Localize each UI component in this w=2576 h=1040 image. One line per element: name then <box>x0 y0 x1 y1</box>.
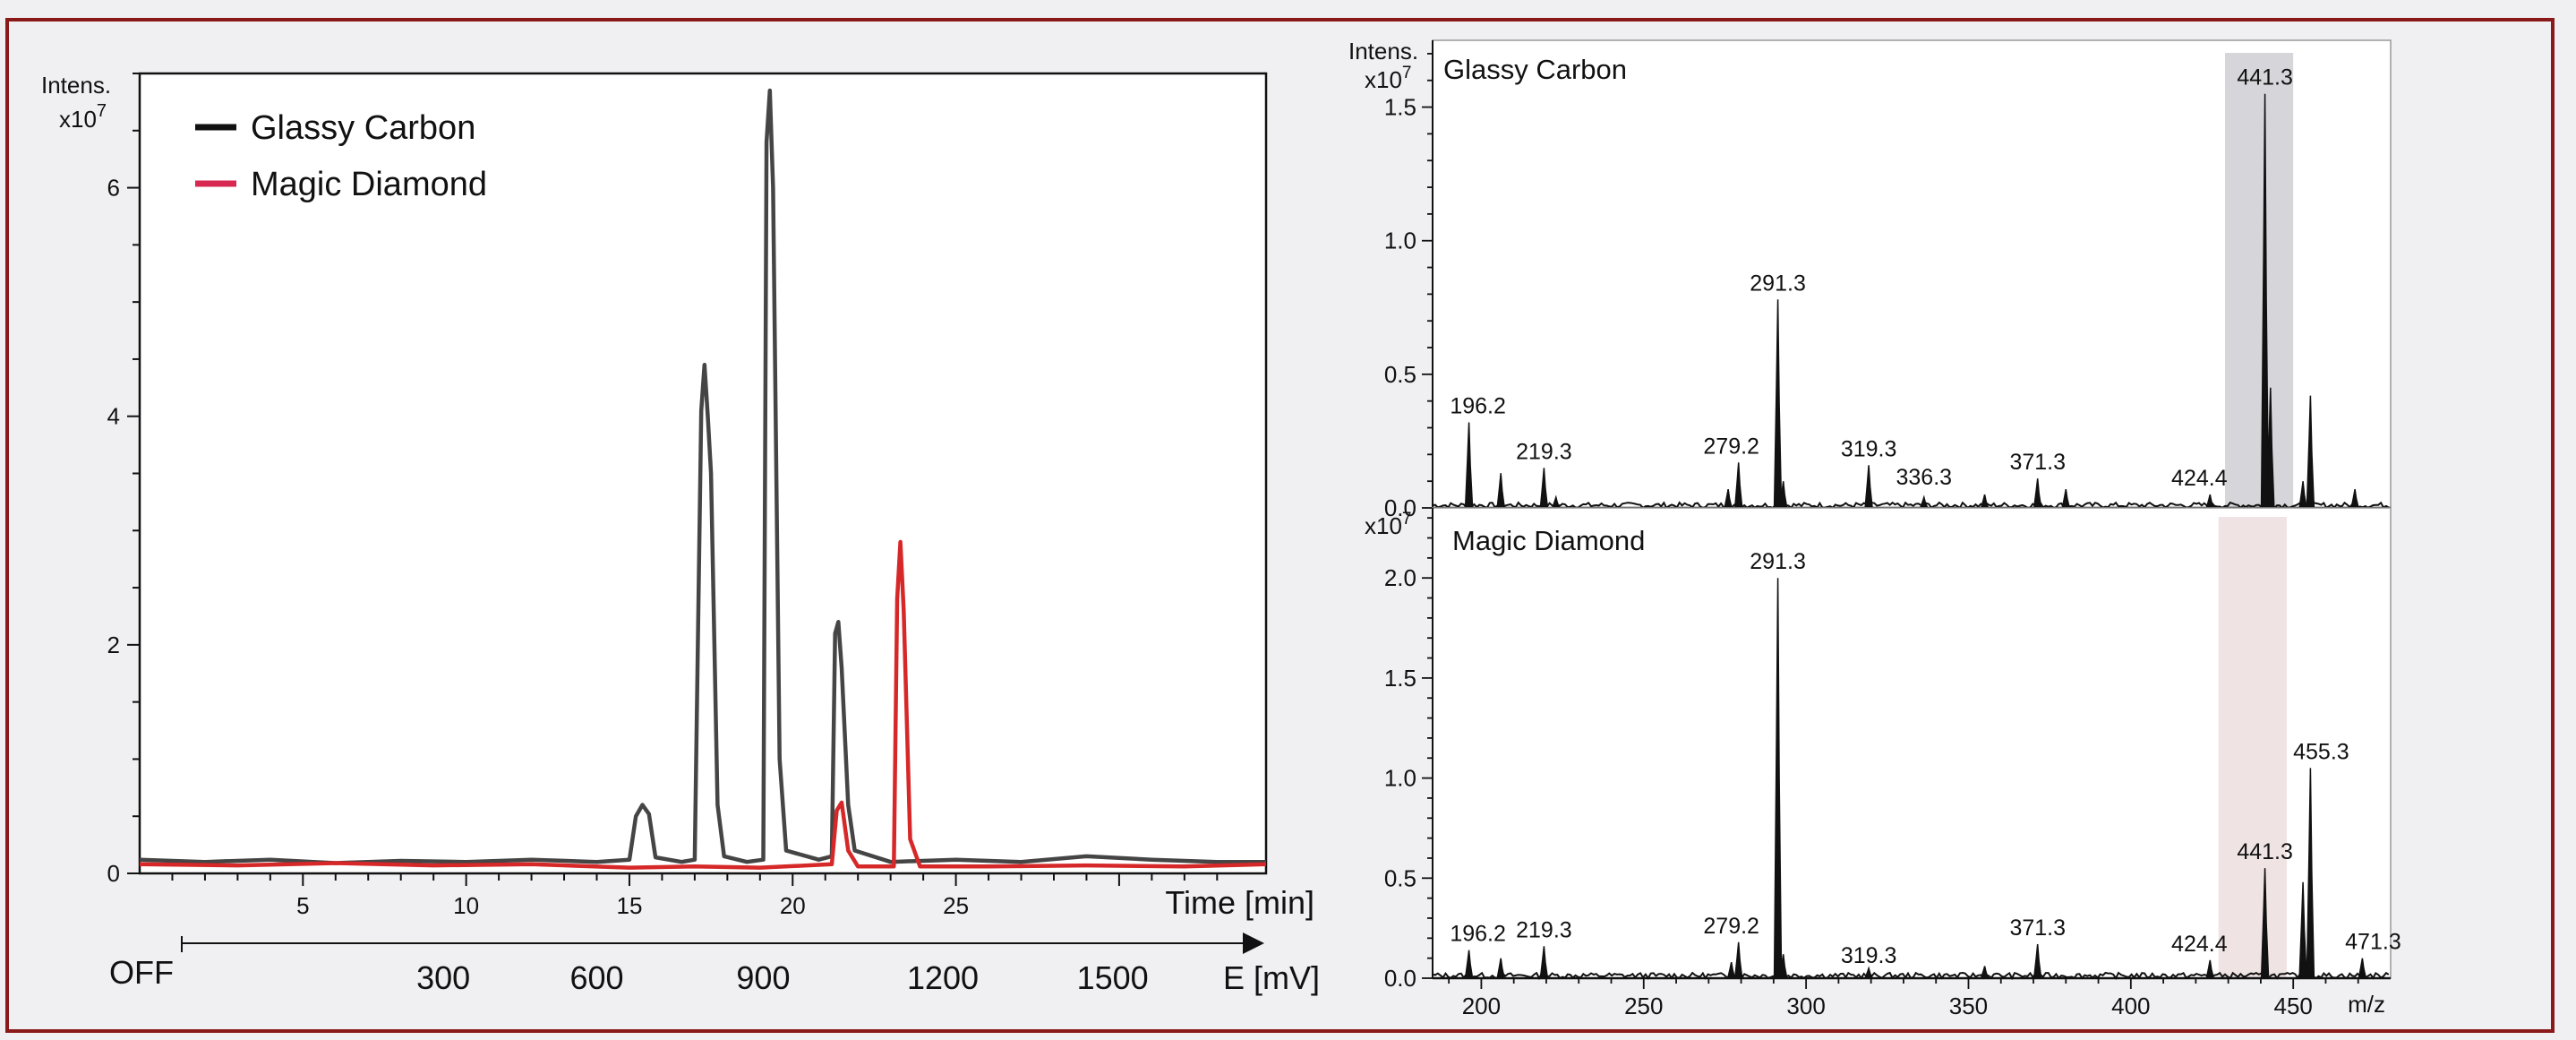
y-tick-label: 0.0 <box>1384 494 1416 521</box>
x-tick-label: 10 <box>453 892 479 919</box>
spectrum-magic-diamond-highlight-band <box>2218 517 2287 978</box>
y-tick-label: 0 <box>107 860 120 887</box>
spectrum-glassy-carbon-y-scale: x107 <box>1365 64 1412 93</box>
peak-label: 455.3 <box>2293 739 2349 764</box>
y-tick-label: 2 <box>107 632 120 658</box>
spectrum-baseline <box>1432 501 2390 510</box>
x-tick-label: 5 <box>296 892 309 919</box>
x-tick-label: 300 <box>1786 993 1825 1019</box>
y-tick-label: 1.5 <box>1384 665 1416 692</box>
y-tick-label: 4 <box>107 403 120 430</box>
x-tick-label: 200 <box>1462 993 1501 1019</box>
y-tick-label: 1.0 <box>1384 765 1416 792</box>
peak-label: 441.3 <box>2237 65 2293 90</box>
y-tick-label: 2.0 <box>1384 564 1416 591</box>
spectrum-glassy-carbon-highlight-band <box>2225 53 2294 508</box>
peak-label: 291.3 <box>1750 549 1806 574</box>
chromatogram-y-scale: x107 <box>59 101 107 133</box>
spectrum-glassy-carbon-peak-labels: 196.2 219.3 279.2 291.3 319.3 336.3 371.3 424.4… <box>1450 65 2293 491</box>
spectrum-magic-diamond-peak-labels: 196.2 219.3 279.2 291.3 319.3 371.3 424.4 441.3… <box>1450 549 2401 968</box>
x-tick-label: 15 <box>616 892 642 919</box>
potential-tick-label: 300 <box>416 959 470 996</box>
peak-label: 441.3 <box>2237 839 2293 864</box>
potential-tick-label: 900 <box>736 959 790 996</box>
spectrum-glassy-carbon-title: Glassy Carbon <box>1443 54 1627 85</box>
peak-label: 279.2 <box>1703 434 1759 459</box>
y-tick-label: 1.0 <box>1384 228 1416 254</box>
potential-tick-label: 600 <box>569 959 623 996</box>
peak-label: 471.3 <box>2345 930 2401 955</box>
x-tick-label: 450 <box>2273 993 2312 1019</box>
x-tick-label: 350 <box>1949 993 1988 1019</box>
series-line-magic-diamond <box>139 539 1267 870</box>
spectrum-magic-diamond-panel: 196.2 219.3 279.2 291.3 319.3 371.3 424.4 441.3… <box>1365 507 2401 1019</box>
potential-tick-label: 1500 <box>1077 959 1149 996</box>
peak-label: 336.3 <box>1896 465 1953 490</box>
chromatogram-x-ticks: 5 10 15 20 25 <box>171 873 1219 919</box>
legend-label-glassy-carbon: Glassy Carbon <box>251 109 475 147</box>
spectrum-glassy-carbon-y-label: Intens. <box>1348 38 1418 64</box>
potential-axis: OFF E [mV] 300 600 900 1200 1500 <box>109 933 1320 996</box>
peak-label: 291.3 <box>1750 271 1806 296</box>
potential-tick-label: 1200 <box>907 959 979 996</box>
peak-label: 319.3 <box>1841 943 1897 968</box>
y-tick-label: 0.5 <box>1384 864 1416 891</box>
spectrum-glassy-carbon-y-ticks: 0.0 0.5 1.0 1.5 <box>1384 40 1433 521</box>
chromatogram-plot-area <box>138 72 1268 875</box>
spectrum-x-label: m/z <box>2348 991 2385 1018</box>
legend-label-magic-diamond: Magic Diamond <box>251 166 487 203</box>
chromatogram-y-label: Intens. <box>41 72 111 99</box>
peak-label: 371.3 <box>2009 915 2066 941</box>
spectrum-magic-diamond-x-ticks: 200 250 300 350 400 450 <box>1448 978 2359 1019</box>
y-tick-label: 6 <box>107 175 120 202</box>
potential-axis-ticks: 300 600 900 1200 1500 <box>416 959 1149 996</box>
spectrum-glassy-carbon-panel: 196.2 219.3 279.2 291.3 319.3 336.3 371.3 424.4… <box>1348 38 2392 521</box>
x-tick-label: 25 <box>943 892 969 919</box>
potential-axis-start-label: OFF <box>109 954 174 991</box>
y-tick-label: 0.0 <box>1384 965 1416 992</box>
y-tick-label: 1.5 <box>1384 94 1416 121</box>
peak-label: 279.2 <box>1703 914 1759 939</box>
peak-label: 196.2 <box>1450 394 1506 419</box>
peak-label: 219.3 <box>1516 917 1572 942</box>
potential-axis-arrowhead <box>1243 933 1264 954</box>
peak-label: 219.3 <box>1516 439 1572 464</box>
peak-label: 424.4 <box>2171 932 2228 957</box>
chromatogram-panel: 0 2 4 6 5 10 15 20 25 Intens. x107 Time [min] G… <box>41 72 1320 996</box>
peak-label: 319.3 <box>1841 436 1897 461</box>
spectrum-magic-diamond-title: Magic Diamond <box>1452 525 1645 556</box>
x-tick-label: 400 <box>2111 993 2150 1019</box>
spectrum-magic-diamond-peaks <box>1432 578 2391 981</box>
chromatogram-series <box>139 88 1267 870</box>
series-line-glassy-carbon <box>139 88 1266 865</box>
potential-axis-label: E [mV] <box>1223 959 1320 996</box>
chromatogram-legend: Glassy Carbon Magic Diamond <box>195 109 487 203</box>
chromatogram-x-label: Time [min] <box>1165 884 1314 921</box>
x-tick-label: 20 <box>780 892 806 919</box>
peak-label: 196.2 <box>1450 922 1506 947</box>
spectrum-magic-diamond-y-scale: x107 <box>1365 510 1412 539</box>
chromatogram-y-ticks: 0 2 4 6 <box>107 73 140 887</box>
x-tick-label: 250 <box>1624 993 1663 1019</box>
spectrum-magic-diamond-y-ticks: 0.0 0.5 1.0 1.5 2.0 <box>1384 508 1433 992</box>
y-tick-label: 0.5 <box>1384 361 1416 388</box>
peak-label: 371.3 <box>2009 450 2066 475</box>
peak-label: 424.4 <box>2171 466 2228 491</box>
